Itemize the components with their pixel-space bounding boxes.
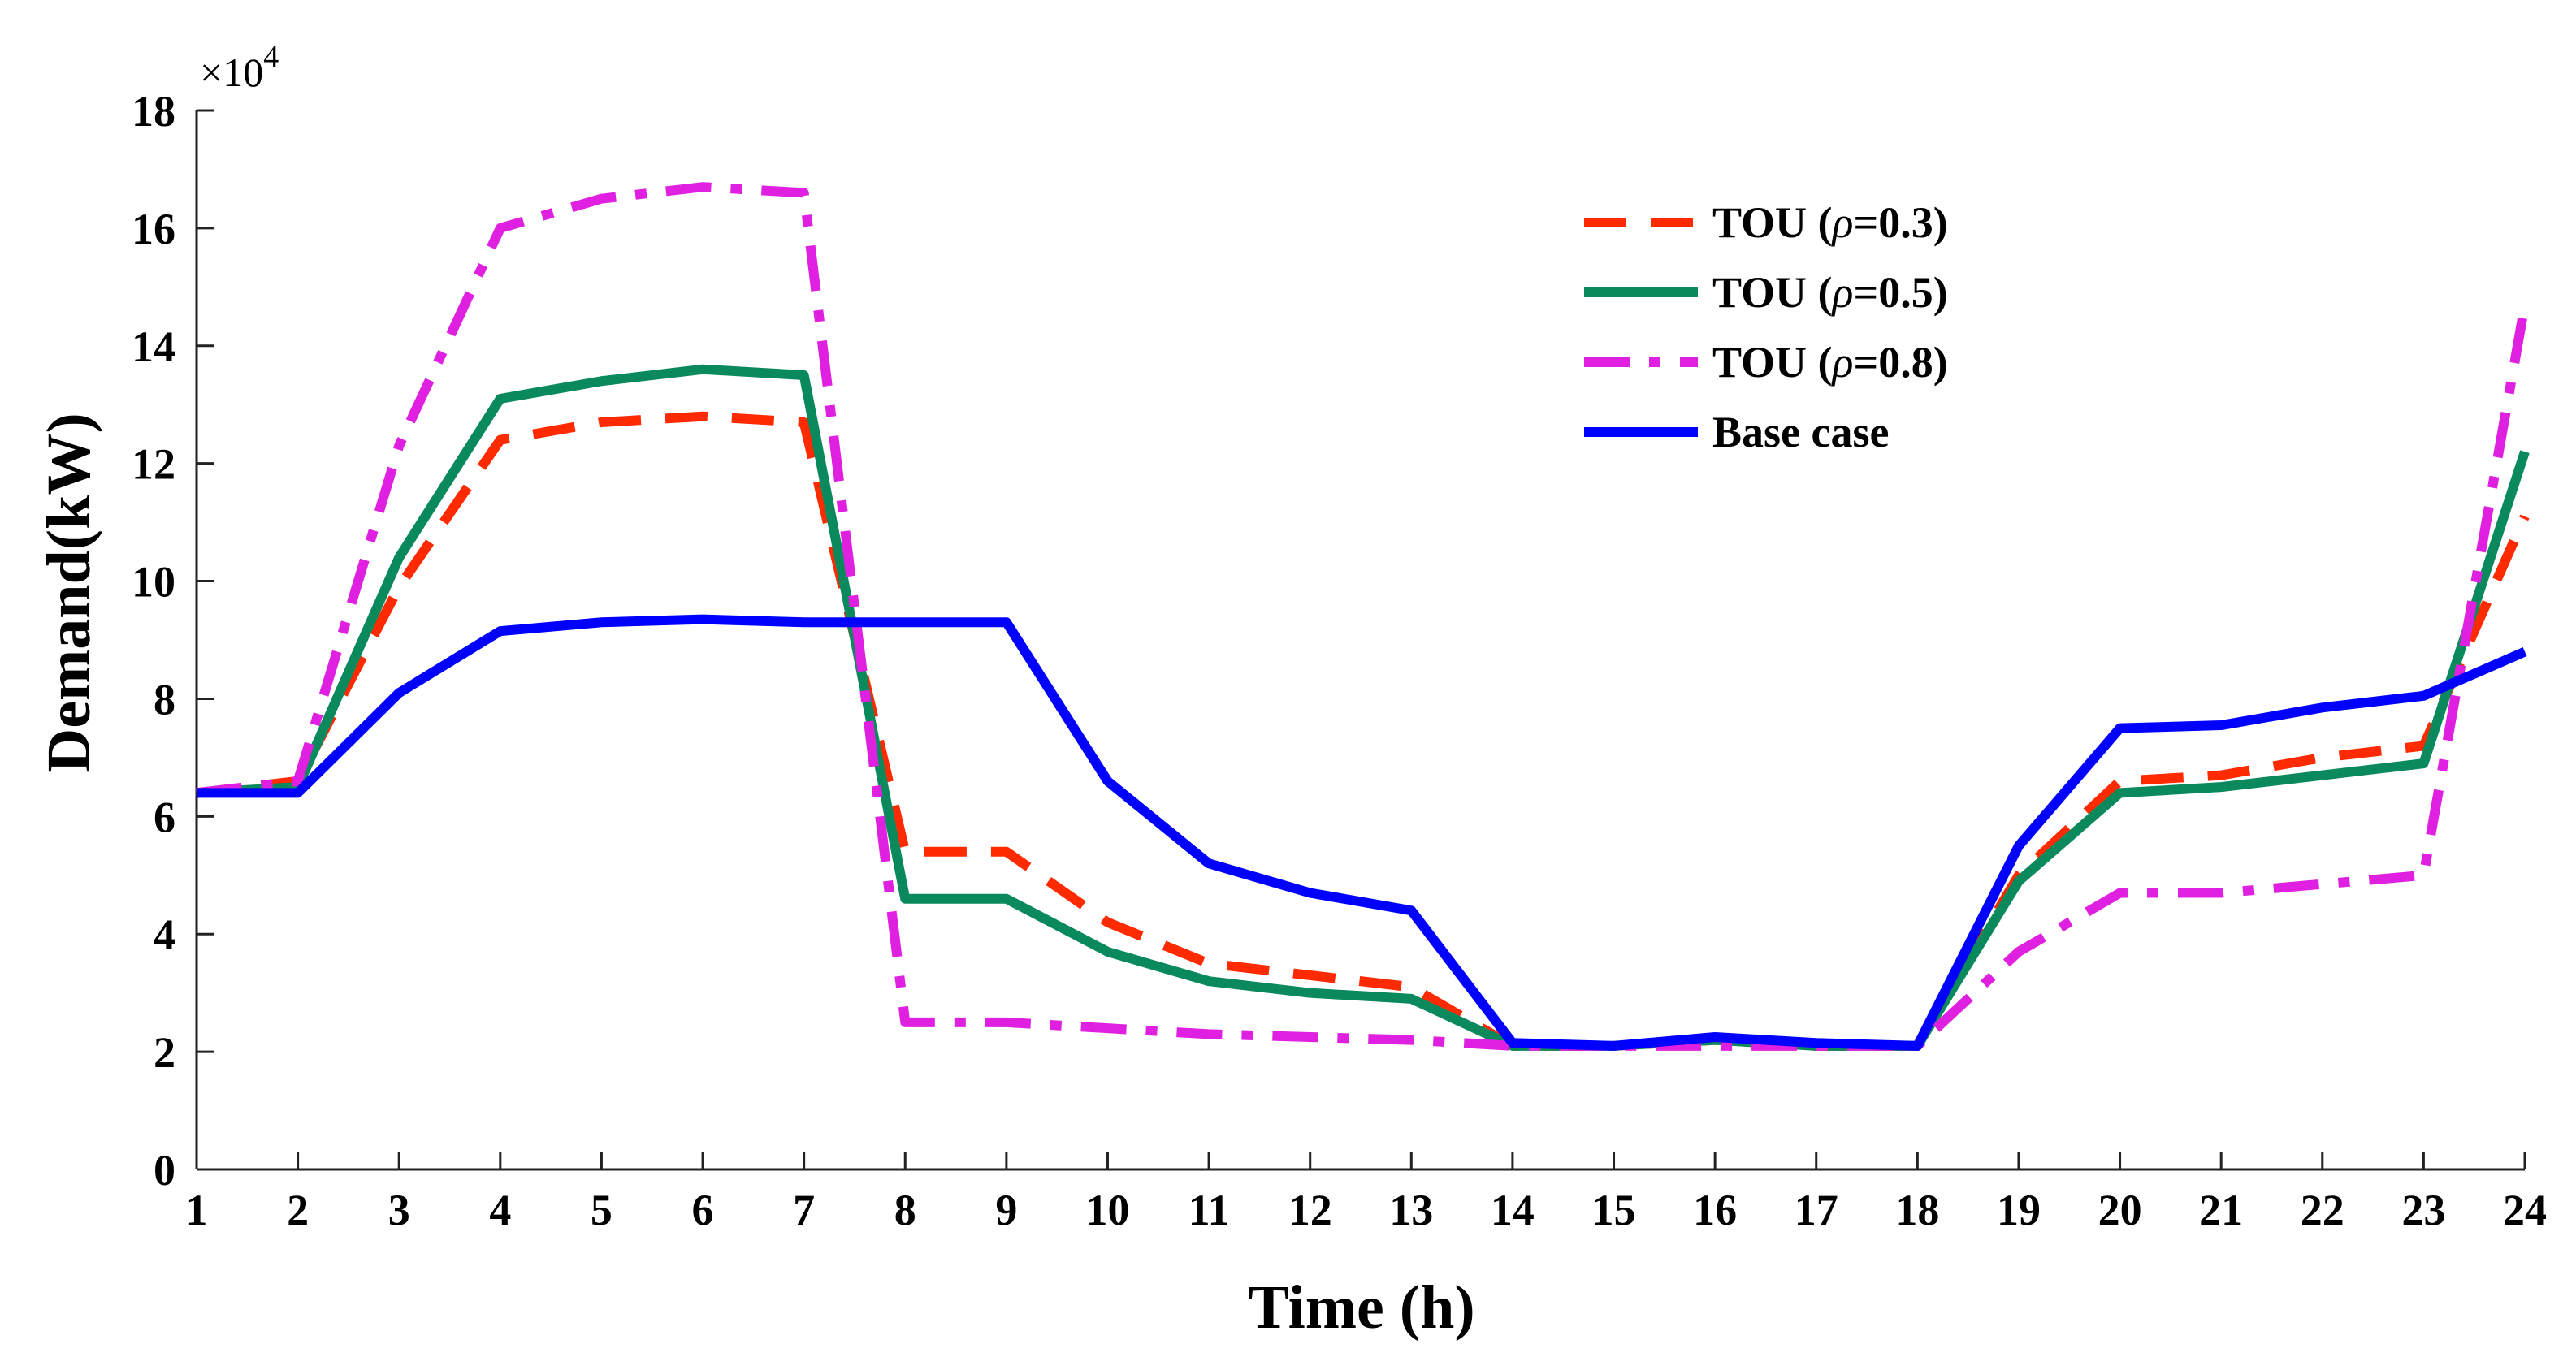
y-tick-label: 16 bbox=[132, 205, 175, 253]
series-layer bbox=[197, 187, 2525, 1046]
x-tick-label: 11 bbox=[1188, 1186, 1230, 1234]
x-axis-title: Time (h) bbox=[1248, 1273, 1474, 1342]
legend-label-suffix: =0.8) bbox=[1853, 338, 1947, 387]
y-axis-title: Demand(kW) bbox=[35, 413, 103, 772]
y-tick-label: 14 bbox=[132, 322, 175, 371]
y-multiplier-exponent: 4 bbox=[263, 40, 279, 74]
x-tick-label: 5 bbox=[591, 1186, 613, 1234]
x-tick-label: 7 bbox=[793, 1186, 815, 1234]
legend-label-prefix: TOU ( bbox=[1712, 198, 1833, 247]
x-tick-label: 9 bbox=[995, 1186, 1017, 1234]
x-tick-label: 15 bbox=[1592, 1186, 1636, 1234]
legend-label-prefix: TOU ( bbox=[1712, 268, 1833, 317]
y-tick-label: 2 bbox=[154, 1028, 175, 1077]
legend-label-prefix: Base case bbox=[1712, 408, 1889, 456]
y-multiplier-base: ×10 bbox=[200, 50, 263, 95]
legend-label-symbol: ρ bbox=[1831, 338, 1854, 387]
y-tick-label: 4 bbox=[154, 910, 175, 959]
y-tick-label: 0 bbox=[154, 1146, 175, 1195]
x-tick-label: 13 bbox=[1389, 1186, 1433, 1234]
y-tick-label: 12 bbox=[132, 440, 175, 489]
legend-label-3: TOU (ρ=0.8) bbox=[1712, 338, 1948, 387]
legend-label-suffix: =0.3) bbox=[1853, 198, 1947, 247]
x-tick-label: 24 bbox=[2503, 1186, 2547, 1234]
legend-label-symbol: ρ bbox=[1831, 198, 1854, 247]
x-tick-label: 14 bbox=[1491, 1186, 1535, 1234]
x-tick-label: 12 bbox=[1288, 1186, 1332, 1234]
x-tick-label: 16 bbox=[1693, 1186, 1737, 1234]
series-line-2 bbox=[197, 370, 2525, 1046]
legend-label-4: Base case bbox=[1712, 408, 1889, 456]
x-tick-label: 17 bbox=[1795, 1186, 1838, 1234]
x-tick-label: 19 bbox=[1997, 1186, 2041, 1234]
y-multiplier-label: ×104 bbox=[200, 40, 279, 95]
x-tick-label: 23 bbox=[2401, 1186, 2445, 1234]
x-tick-label: 21 bbox=[2199, 1186, 2243, 1234]
x-tick-label: 8 bbox=[894, 1186, 916, 1234]
x-tick-label: 20 bbox=[2098, 1186, 2142, 1234]
legend-label-1: TOU (ρ=0.3) bbox=[1712, 198, 1948, 247]
x-tick-label: 10 bbox=[1085, 1186, 1129, 1234]
x-tick-label: 6 bbox=[692, 1186, 714, 1234]
legend-label-2: TOU (ρ=0.5) bbox=[1712, 268, 1948, 317]
series-line-3 bbox=[197, 187, 2525, 1046]
x-tick-label: 18 bbox=[1895, 1186, 1939, 1234]
x-tick-label: 3 bbox=[388, 1186, 410, 1234]
legend-label-symbol: ρ bbox=[1831, 268, 1854, 317]
x-tick-label: 2 bbox=[287, 1186, 309, 1234]
x-tick-label: 22 bbox=[2301, 1186, 2344, 1234]
legend-label-suffix: =0.5) bbox=[1853, 268, 1947, 317]
y-tick-label: 10 bbox=[132, 558, 175, 607]
y-tick-label: 6 bbox=[154, 793, 175, 841]
legend-label-prefix: TOU ( bbox=[1712, 338, 1833, 387]
legend: TOU (ρ=0.3)TOU (ρ=0.5)TOU (ρ=0.8)Base ca… bbox=[1584, 198, 1948, 456]
x-tick-label: 1 bbox=[186, 1186, 208, 1234]
labels-layer: Time (h) Demand(kW) ×104 bbox=[35, 40, 1475, 1342]
y-tick-label: 8 bbox=[154, 675, 175, 724]
y-tick-label: 18 bbox=[132, 87, 175, 136]
x-tick-label: 4 bbox=[489, 1186, 511, 1234]
